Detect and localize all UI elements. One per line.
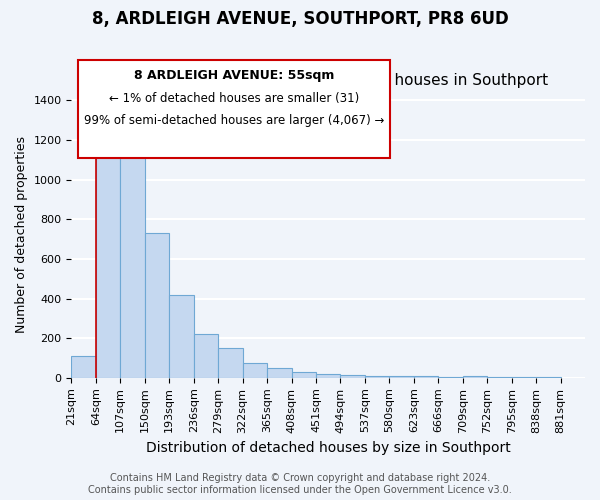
- Bar: [365, 376, 389, 378]
- Bar: [487, 377, 512, 378]
- Bar: [194, 334, 218, 378]
- Bar: [414, 376, 438, 378]
- Bar: [463, 376, 487, 378]
- Bar: [267, 368, 292, 378]
- Text: 8, ARDLEIGH AVENUE, SOUTHPORT, PR8 6UD: 8, ARDLEIGH AVENUE, SOUTHPORT, PR8 6UD: [92, 10, 508, 28]
- Y-axis label: Number of detached properties: Number of detached properties: [15, 136, 28, 332]
- Bar: [242, 363, 267, 378]
- Bar: [292, 372, 316, 378]
- Text: ← 1% of detached houses are smaller (31): ← 1% of detached houses are smaller (31): [109, 92, 359, 106]
- Text: 8 ARDLEIGH AVENUE: 55sqm: 8 ARDLEIGH AVENUE: 55sqm: [134, 69, 334, 82]
- Bar: [169, 294, 194, 378]
- Bar: [340, 375, 365, 378]
- Bar: [512, 377, 536, 378]
- Bar: [145, 233, 169, 378]
- Bar: [71, 356, 96, 378]
- Bar: [121, 150, 145, 378]
- Bar: [438, 377, 463, 378]
- Bar: [536, 377, 560, 378]
- FancyBboxPatch shape: [78, 60, 390, 158]
- Bar: [218, 348, 242, 378]
- Bar: [96, 148, 121, 378]
- X-axis label: Distribution of detached houses by size in Southport: Distribution of detached houses by size …: [146, 441, 511, 455]
- Text: Contains HM Land Registry data © Crown copyright and database right 2024.
Contai: Contains HM Land Registry data © Crown c…: [88, 474, 512, 495]
- Bar: [389, 376, 414, 378]
- Text: 99% of semi-detached houses are larger (4,067) →: 99% of semi-detached houses are larger (…: [84, 114, 384, 127]
- Title: Size of property relative to detached houses in Southport: Size of property relative to detached ho…: [108, 73, 548, 88]
- Bar: [316, 374, 340, 378]
